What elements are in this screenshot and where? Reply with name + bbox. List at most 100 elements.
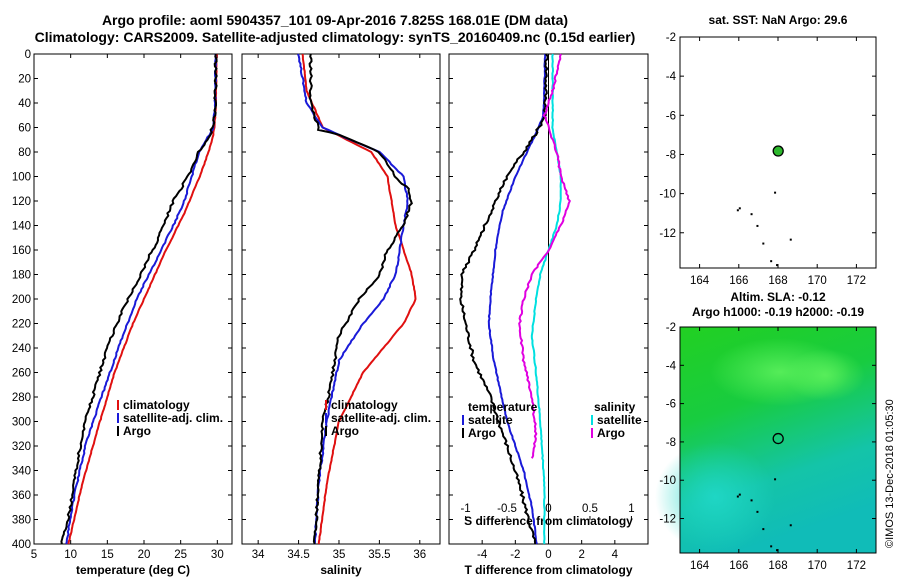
map-title: Altim. SLA: -0.12 — [730, 290, 826, 304]
s-tick-label: -1 — [460, 503, 470, 515]
x-tick-label: 25 — [174, 549, 187, 561]
map-subtitle: Argo h1000: -0.19 h2000: -0.19 — [692, 305, 864, 319]
y-tick-label: 260 — [12, 368, 31, 380]
y-tick-label: -4 — [666, 71, 677, 83]
island-marker — [770, 260, 773, 263]
legend-label: Argo — [468, 426, 496, 440]
x-tick-label: 4 — [612, 549, 619, 561]
x-tick-label: 164 — [690, 560, 710, 572]
y-tick-label: 140 — [12, 221, 31, 233]
x-tick-label: 2 — [578, 549, 584, 561]
island-marker — [776, 264, 779, 267]
y-tick-label: 300 — [12, 417, 31, 429]
x-tick-label: 30 — [211, 549, 224, 561]
y-tick-label: 200 — [12, 294, 31, 306]
x-tick-label: 34.5 — [287, 549, 309, 561]
island-marker — [756, 510, 759, 513]
legend-label: Argo — [331, 424, 359, 438]
y-tick-label: 280 — [12, 392, 31, 404]
y-tick-label: -8 — [666, 149, 676, 161]
y-tick-label: -2 — [666, 32, 676, 44]
series-argo — [60, 53, 218, 545]
island-marker — [736, 495, 739, 498]
legend-label: satellite — [468, 413, 513, 427]
island-marker — [789, 238, 792, 241]
y-tick-label: -12 — [659, 514, 676, 526]
y-tick-label: -10 — [659, 475, 676, 487]
legend-title-salinity: salinity — [594, 400, 636, 414]
x-tick-label: -2 — [510, 549, 520, 561]
y-tick-label: -10 — [659, 189, 676, 201]
x-tick-label: 34 — [252, 549, 265, 561]
x-tick-label: 20 — [138, 549, 151, 561]
series-t-argo — [459, 53, 549, 545]
series-argo — [308, 53, 413, 545]
y-tick-label: 40 — [18, 98, 31, 110]
x-tick-label: 164 — [690, 275, 710, 287]
x-tick-label: 166 — [729, 275, 748, 287]
y-tick-label: 60 — [18, 123, 31, 135]
legend-label: satellite-adj. clim. — [123, 411, 223, 425]
series-s-argo — [518, 53, 571, 459]
sla-low-region — [655, 442, 775, 552]
island-marker — [738, 207, 741, 210]
x-tick-label: 166 — [729, 560, 748, 572]
x-tick-label: 35.5 — [368, 549, 390, 561]
salinity-plot: 34 34.5 35 35.5 36 salinity climatologysatelli… — [241, 53, 441, 577]
island-marker — [762, 242, 765, 245]
argo-position-marker — [772, 145, 784, 157]
x-tick-label: 0 — [545, 549, 551, 561]
island-marker — [750, 499, 753, 502]
y-tick-label: 0 — [25, 49, 31, 61]
imos-stamp: ©IMOS 13-Dec-2018 01:05:30 — [884, 399, 896, 548]
y-tick-label: 400 — [12, 539, 31, 551]
s-tick-label: -0.5 — [497, 503, 517, 515]
y-tick-label: 240 — [12, 343, 31, 355]
y-tick-label: 360 — [12, 490, 31, 502]
island-marker — [736, 209, 739, 212]
sst-map: 164 166 168 170 172 -2 -4 -6 -8 -10 -12 sat. SST: N… — [659, 13, 877, 287]
island-marker — [762, 528, 765, 531]
x-tick-label: 168 — [768, 560, 787, 572]
legend-label: satellite — [597, 413, 642, 427]
y-tick-label: -6 — [666, 110, 676, 122]
island-marker — [770, 545, 773, 548]
temperature-plot: 5 10 15 20 25 3002040608010012014016018020022… — [12, 49, 233, 577]
y-tick-label: -4 — [666, 360, 677, 372]
series-climatology — [67, 54, 218, 545]
x-axis-label: salinity — [320, 563, 362, 577]
x-tick-label: 172 — [847, 560, 866, 572]
y-tick-label: -6 — [666, 399, 676, 411]
x-tick-label: 5 — [31, 549, 37, 561]
s-tick-label: 0 — [545, 503, 551, 515]
y-tick-label: 160 — [12, 245, 31, 257]
y-tick-label: 80 — [18, 147, 31, 159]
x-tick-label: 35 — [333, 549, 346, 561]
y-tick-label: 380 — [12, 515, 31, 527]
island-marker — [756, 224, 759, 227]
sla-high-region — [785, 349, 865, 401]
y-tick-label: 180 — [12, 270, 31, 282]
y-tick-label: -2 — [666, 322, 676, 334]
x-axis-label: T difference from climatology — [464, 563, 632, 577]
s-axis-label: S difference from climatology — [464, 514, 633, 528]
title-line-1: Argo profile: aoml 5904357_101 09-Apr-20… — [101, 12, 569, 28]
x-tick-label: 36 — [413, 549, 426, 561]
y-tick-label: -12 — [659, 228, 676, 240]
legend-label: climatology — [331, 398, 398, 412]
legend-label: climatology — [123, 398, 190, 412]
plot-frame — [241, 53, 441, 545]
series-s-satellite — [530, 53, 563, 545]
s-tick-label: 1 — [628, 503, 634, 515]
y-tick-label: 100 — [12, 172, 31, 184]
island-marker — [776, 549, 779, 552]
s-tick-label: 0.5 — [582, 503, 598, 515]
legend-label: satellite-adj. clim. — [331, 411, 431, 425]
y-tick-label: 20 — [18, 74, 31, 86]
x-tick-label: 170 — [808, 275, 827, 287]
y-tick-label: 120 — [12, 196, 31, 208]
y-tick-label: 320 — [12, 441, 31, 453]
difference-plot: -4 -2 0 2 4 T difference from climatology -1 -0… — [448, 53, 649, 577]
title-line-2: Climatology: CARS2009. Satellite-adjuste… — [34, 29, 636, 45]
legend-title-temperature: temperature — [468, 400, 538, 414]
